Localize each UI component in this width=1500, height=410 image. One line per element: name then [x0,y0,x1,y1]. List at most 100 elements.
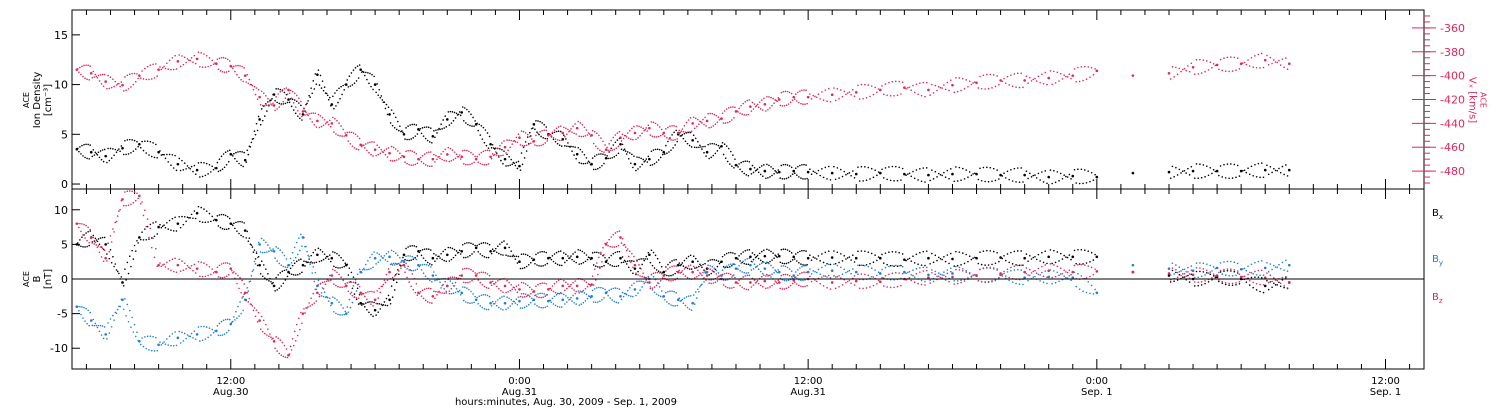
bx-point [167,228,170,230]
by-point [833,263,835,266]
density-point [881,168,883,171]
bx-point [416,255,419,257]
by-point [642,280,644,283]
by-point [284,266,287,268]
bx-point [371,301,373,303]
by-point [241,297,243,299]
by-point [672,304,674,307]
velocity-point [204,66,207,68]
bz-point [454,281,457,284]
by-point [501,296,503,298]
density-point [437,128,439,131]
by-point [1273,264,1275,267]
bx-point [665,266,667,268]
bx-point [1025,253,1028,255]
by-point [755,265,758,268]
by-point [821,266,823,269]
bx-point [344,262,347,265]
bx-point [939,257,942,260]
density-point [1231,177,1234,179]
bz-point [609,245,611,248]
bx-point [220,213,223,216]
bx-point [458,249,461,252]
bz-point [131,190,133,193]
density-point [462,120,465,122]
velocity-point [772,97,774,100]
velocity-point [284,97,287,100]
density-point [205,162,208,165]
velocity-point [550,135,553,137]
velocity-point [1191,65,1195,69]
by-point [294,256,297,259]
by-point [305,245,307,248]
velocity-point [819,98,821,100]
bz-point [987,280,990,283]
bz-point [652,272,655,275]
by-point [727,264,730,266]
by-point [1065,276,1067,279]
velocity-point [1242,62,1244,64]
density-point [655,161,658,163]
bz-point [121,198,124,201]
bz-point [83,223,85,226]
velocity-point [442,150,444,153]
velocity-point [132,83,135,86]
density-point [137,145,139,148]
bz-point [81,223,83,225]
by-point [233,316,235,318]
density-point [925,167,928,169]
bx-point [731,264,733,267]
density-point [86,157,88,160]
bx-point [1053,249,1055,252]
by-point [592,301,595,303]
density-point [1078,182,1081,185]
by-point [709,264,711,267]
by-point [590,295,593,298]
density-point [565,138,567,140]
density-point [486,132,489,134]
bz-point [97,245,100,247]
bx-point [728,266,731,268]
by-point [936,275,938,278]
density-point [691,138,694,142]
by-point [635,294,637,297]
density-point [414,135,417,137]
velocity-point [89,71,93,75]
bx-point [1039,260,1041,262]
by-point [272,250,276,253]
by-point [485,308,488,311]
by-point [633,282,635,285]
bz-point [872,284,875,287]
density-point [1200,176,1203,179]
by-point [804,279,806,281]
bz-point [178,258,181,261]
bx-point [647,251,650,254]
density-point [693,146,696,149]
by-point [937,272,940,274]
density-point [830,171,834,175]
by-point [604,288,606,291]
density-tick-label: 5 [61,128,68,141]
bx-point [1259,290,1261,293]
velocity-point [1087,66,1090,68]
bz-point [953,283,956,285]
velocity-point [312,112,315,114]
density-point [313,88,316,90]
velocity-point [647,124,650,127]
by-point [373,251,375,253]
density-point [723,143,726,145]
density-point [1046,182,1048,185]
velocity-point [433,153,435,156]
velocity-point [473,161,475,164]
by-point [582,301,585,304]
by-point [1197,276,1200,279]
density-panel-frame [71,9,1425,190]
bz-point [669,266,671,269]
bz-point [728,287,731,289]
by-point [108,332,111,334]
bx-point [1010,251,1012,254]
bx-point [311,262,314,264]
bz-point [888,273,890,276]
bx-point [1271,286,1273,289]
by-point [934,270,937,273]
